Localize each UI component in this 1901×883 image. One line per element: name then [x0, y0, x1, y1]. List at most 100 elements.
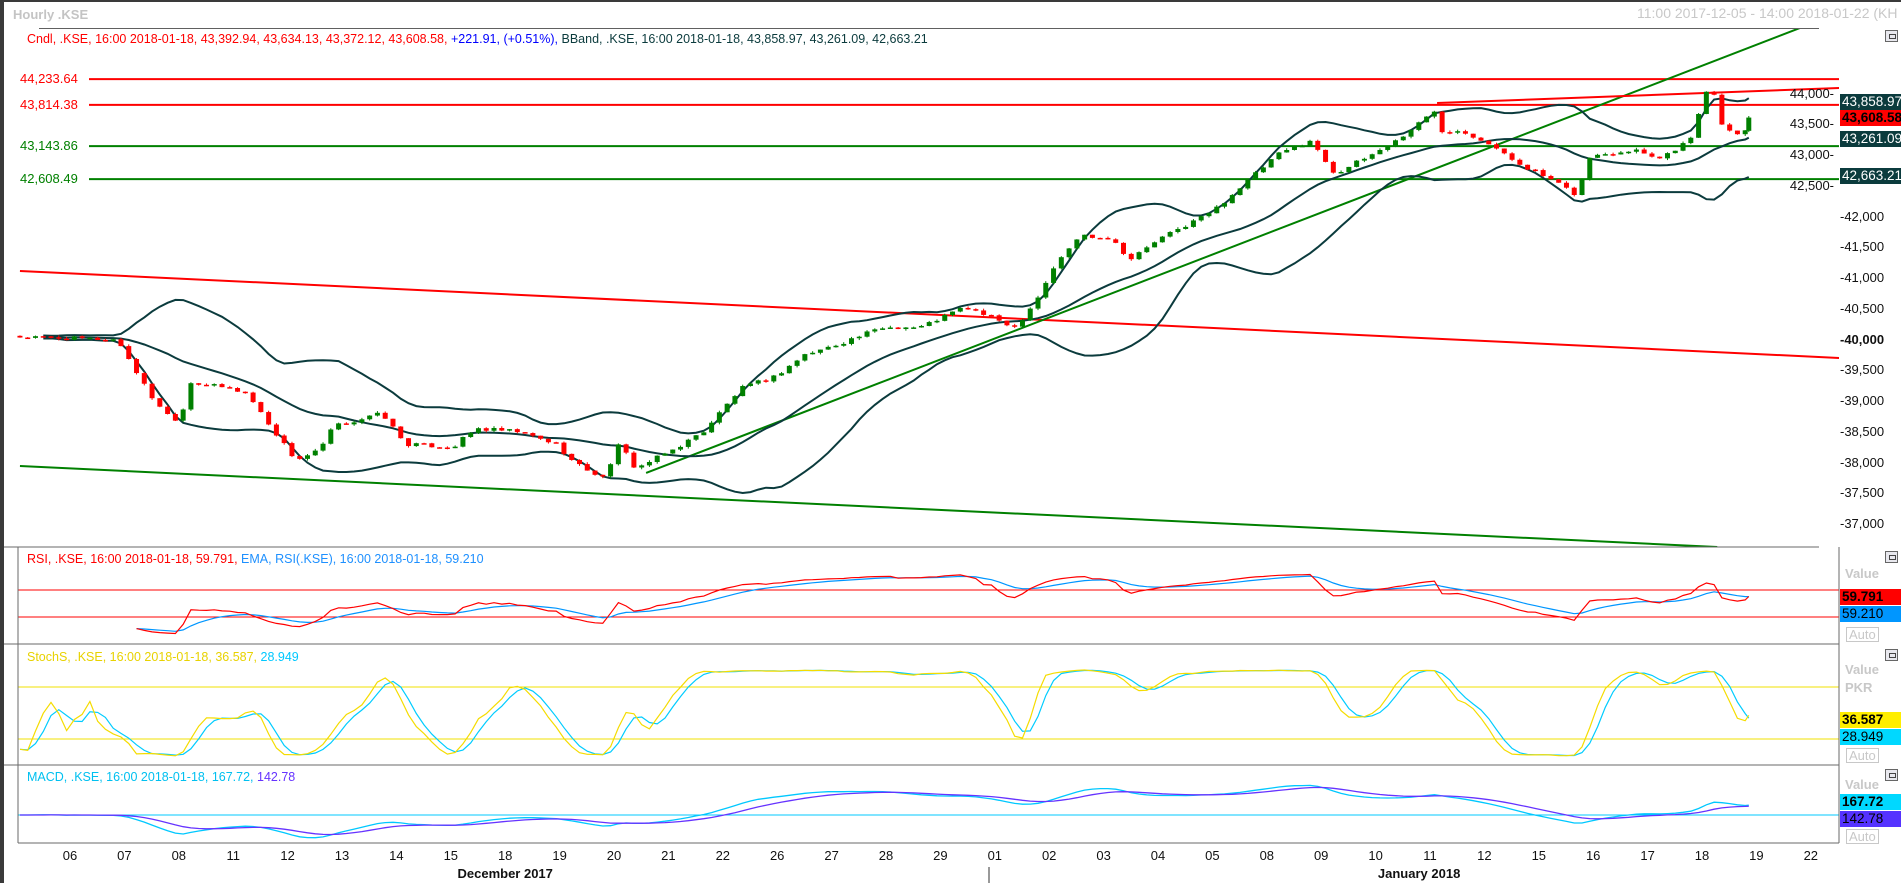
bband-lower [43, 163, 1750, 495]
candle [1742, 130, 1748, 136]
candle [157, 398, 163, 408]
month-label: December 2017 [457, 866, 553, 881]
macd-panel-maximize-icon[interactable] [1885, 769, 1898, 781]
stoch-auto-scale-button[interactable]: Auto [1846, 748, 1879, 763]
candle-body [561, 442, 567, 454]
candle-body [374, 412, 380, 416]
macd-auto-scale-button[interactable]: Auto [1846, 829, 1879, 844]
candle [1198, 215, 1204, 222]
candle [421, 442, 427, 445]
candle-body [1711, 91, 1717, 95]
candle-body [1128, 253, 1134, 260]
macd-signal-value-box: 142.78 [1840, 811, 1901, 827]
candle [1136, 251, 1142, 261]
stoch-panel-maximize-icon[interactable] [1885, 649, 1898, 661]
candle-body [452, 446, 458, 449]
candle-body [592, 470, 598, 475]
candle-body [538, 435, 544, 439]
candle [732, 395, 738, 405]
candle-body [1268, 159, 1274, 168]
candle-body [172, 413, 178, 421]
candle-body [1120, 242, 1126, 254]
candle [48, 336, 54, 339]
candle [1253, 170, 1259, 180]
candle-body [1618, 152, 1624, 155]
candle [514, 428, 520, 434]
candle [1703, 91, 1709, 115]
candle-body [79, 336, 85, 338]
candle [1579, 178, 1585, 196]
day-label: 22 [715, 848, 731, 863]
month-label: January 2018 [1377, 866, 1461, 881]
candle-body [911, 327, 917, 329]
candle [1734, 130, 1740, 135]
candle-body [141, 373, 147, 384]
candle [141, 371, 147, 386]
candle [786, 365, 792, 374]
candle [1354, 160, 1360, 168]
candle-body [71, 336, 77, 340]
candle-body [1540, 170, 1546, 177]
candle-body [709, 422, 715, 433]
candle [203, 383, 209, 387]
macd-value-box: 167.72 [1840, 794, 1901, 810]
candle-body [1222, 203, 1228, 207]
candle-body [110, 339, 116, 341]
candle [382, 411, 388, 419]
rsi-auto-scale-button[interactable]: Auto [1846, 627, 1879, 642]
day-label: 12 [1477, 848, 1492, 863]
title-separator [39, 28, 1819, 29]
candle [522, 432, 528, 434]
candle-body [1066, 248, 1072, 258]
candle [887, 325, 893, 330]
candle-body [1431, 111, 1437, 117]
day-label: 13 [334, 848, 350, 863]
candle-body [390, 418, 396, 427]
day-label: 19 [552, 848, 567, 863]
candle-body [950, 311, 956, 315]
candle [1385, 145, 1391, 152]
candle [1431, 110, 1437, 119]
rsi-panel-maximize-icon[interactable] [1885, 551, 1898, 563]
candle-body [1136, 252, 1142, 260]
candle-body [1113, 239, 1119, 243]
candle [1672, 150, 1678, 154]
price-tick-label: -38,000 [1840, 454, 1885, 470]
day-label: 14 [389, 848, 404, 863]
candle [747, 382, 753, 387]
candle-body [188, 383, 194, 410]
candle [196, 382, 202, 386]
stoch-value-label: Value [1845, 662, 1879, 677]
candle-body [235, 388, 241, 392]
candle-body [856, 336, 862, 339]
candle [1424, 116, 1430, 123]
candle-body [973, 309, 979, 311]
candle [219, 383, 225, 388]
candle [880, 327, 886, 330]
candle [1175, 227, 1181, 234]
stoch-k-line [19, 669, 1750, 757]
candle-body [732, 396, 738, 404]
price-tick-label: 43,500- [1789, 116, 1834, 132]
candle [561, 441, 567, 456]
candle-body [289, 443, 295, 457]
candle [227, 385, 233, 389]
candle [1633, 147, 1639, 154]
rsi-value-label: Value [1845, 566, 1879, 581]
candle-body [1696, 113, 1702, 138]
candle-body [631, 452, 637, 468]
candle [1392, 139, 1398, 148]
candle-body [297, 456, 303, 459]
candle-body [903, 327, 909, 330]
candle [25, 337, 31, 340]
candle [817, 349, 823, 355]
candle-body [584, 464, 590, 471]
candle [584, 462, 590, 471]
date-range: 11:00 2017-12-05 - 14:00 2018-01-22 (KH [1637, 5, 1898, 21]
candle [437, 447, 443, 449]
candle [40, 335, 46, 338]
candle-body [576, 459, 582, 465]
candle [17, 335, 23, 338]
panel-maximize-icon[interactable] [1885, 30, 1898, 42]
